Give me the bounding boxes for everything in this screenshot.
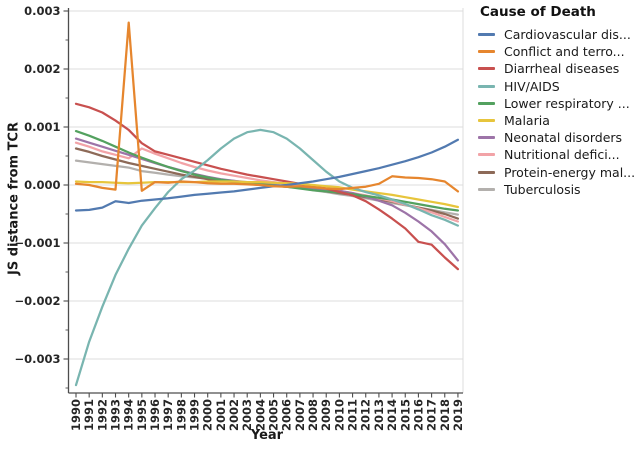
series-line-malaria xyxy=(74,180,460,209)
x-tick-label: 2012 xyxy=(359,399,373,431)
legend-item: Malaria xyxy=(478,112,638,128)
x-tick-label: 2003 xyxy=(240,399,254,431)
x-tick-label: 2009 xyxy=(319,399,333,431)
x-tick-label: 2018 xyxy=(438,399,452,431)
legend-item: Cardiovascular dis... xyxy=(478,27,638,42)
legend-line-swatch xyxy=(478,50,495,54)
x-tick-label: 1991 xyxy=(82,399,96,431)
legend-item-label: Diarrheal diseases xyxy=(504,61,620,77)
x-tick-label: 2004 xyxy=(253,399,267,431)
legend-item: Tuberculosis xyxy=(478,181,638,197)
x-tick-label: 1996 xyxy=(148,399,162,431)
legend-item: HIV/AIDS xyxy=(478,78,638,94)
legend-line-swatch xyxy=(478,33,495,36)
x-tick-label: 1998 xyxy=(174,399,188,431)
x-tick-label: 2019 xyxy=(451,399,465,431)
legend-item: Lower respiratory ... xyxy=(478,95,638,111)
y-tick-label: −0.001 xyxy=(14,236,60,250)
legend-item-label: Protein-energy mal... xyxy=(504,164,636,180)
y-tick-label: 0.003 xyxy=(24,4,60,18)
x-tick-label: 1990 xyxy=(69,399,83,431)
x-tick-label: 1994 xyxy=(122,399,136,431)
legend-line-swatch xyxy=(478,118,495,122)
legend-item-label: Tuberculosis xyxy=(504,181,581,197)
series-line-conflict-and-terro xyxy=(74,21,460,193)
y-tick-label: 0.001 xyxy=(24,120,60,134)
x-tick-label: 2017 xyxy=(425,399,439,431)
legend-item-label: Lower respiratory ... xyxy=(504,95,630,111)
legend-line-swatch xyxy=(478,153,495,157)
y-tick-label: −0.002 xyxy=(14,294,60,308)
legend-title: Cause of Death xyxy=(480,4,596,20)
x-tick-label: 2010 xyxy=(332,399,346,431)
legend: Cause of Death Cardiovascular dis... Conf… xyxy=(478,4,638,200)
x-tick-label: 2000 xyxy=(201,399,215,431)
y-tick-label: −0.003 xyxy=(14,352,60,366)
legend-line-swatch xyxy=(478,84,495,88)
legend-line-swatch xyxy=(478,67,495,71)
legend-item-label: Neonatal disorders xyxy=(504,130,623,146)
x-tick-label: 2013 xyxy=(372,399,386,431)
x-tick-label: 2005 xyxy=(267,399,281,431)
legend-items: Cardiovascular dis... Conflict and terro.… xyxy=(478,27,638,197)
legend-line-swatch xyxy=(478,136,495,140)
x-tick-label: 2002 xyxy=(227,399,241,431)
y-axis-title: JS distance from TCR xyxy=(6,122,22,276)
x-tick-label: 1993 xyxy=(109,399,123,431)
legend-item-label: Malaria xyxy=(504,112,550,128)
legend-line-swatch xyxy=(478,101,495,105)
legend-item-label: HIV/AIDS xyxy=(504,78,560,94)
x-tick-label: 2016 xyxy=(411,399,425,431)
x-tick-label: 2006 xyxy=(280,399,294,431)
x-tick-label: 1999 xyxy=(188,399,202,431)
legend-item: Nutritional defici... xyxy=(478,147,638,163)
x-tick-label: 2008 xyxy=(306,399,320,431)
x-tick-label: 1995 xyxy=(135,399,149,431)
legend-item-label: Conflict and terro... xyxy=(504,44,625,60)
x-axis-title: Year xyxy=(250,428,284,443)
legend-item: Diarrheal diseases xyxy=(478,61,638,77)
legend-item: Protein-energy mal... xyxy=(478,164,638,180)
x-tick-label: 2011 xyxy=(346,399,360,431)
x-tick-label: 2001 xyxy=(214,399,228,431)
legend-item-label: Cardiovascular dis... xyxy=(504,27,631,42)
legend-item: Conflict and terro... xyxy=(478,44,638,60)
series-line-hiv-aids xyxy=(74,128,460,387)
legend-item-label: Nutritional defici... xyxy=(504,147,620,163)
legend-item: Neonatal disorders xyxy=(478,130,638,146)
series-line-lower-respiratory xyxy=(74,129,460,212)
x-tick-label: 2007 xyxy=(293,399,307,431)
x-tick-label: 1992 xyxy=(95,399,109,431)
legend-line-swatch xyxy=(478,187,495,191)
series-line-diarrheal-diseases xyxy=(74,102,460,271)
x-tick-label: 1997 xyxy=(161,399,175,431)
y-tick-label: 0.002 xyxy=(24,62,60,76)
y-tick-label: 0.000 xyxy=(24,178,60,192)
x-tick-label: 2014 xyxy=(385,399,399,431)
series-line-cardiovascular-dis xyxy=(74,138,460,212)
legend-line-swatch xyxy=(478,170,495,174)
x-tick-label: 2015 xyxy=(398,399,412,431)
